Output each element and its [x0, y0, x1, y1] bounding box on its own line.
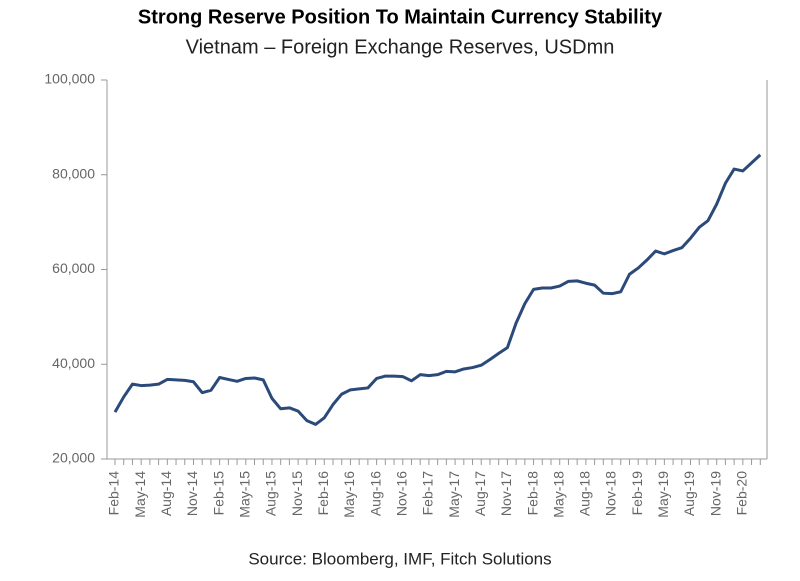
x-tick-label: Nov-16 [393, 471, 409, 516]
x-tick-label: Nov-14 [184, 471, 200, 516]
x-tick-label: May-16 [341, 471, 357, 518]
x-tick-label: May-19 [655, 471, 671, 518]
x-tick-label: May-15 [237, 471, 253, 518]
x-tick-label: Aug-17 [472, 471, 488, 516]
x-tick-label: Feb-17 [420, 471, 436, 516]
x-tick-label: Aug-18 [577, 471, 593, 516]
y-tick-label: 80,000 [52, 165, 95, 181]
x-tick-label: Nov-19 [707, 471, 723, 516]
y-tick-label: 40,000 [52, 355, 95, 371]
x-tick-label: Aug-14 [158, 471, 174, 516]
x-tick-label: Feb-16 [315, 471, 331, 516]
x-tick-label: Feb-18 [524, 471, 540, 516]
x-tick-label: Aug-16 [367, 471, 383, 516]
x-tick-label: Feb-20 [734, 471, 750, 516]
x-tick-label: Aug-19 [681, 471, 697, 516]
y-tick-label: 60,000 [52, 260, 95, 276]
chart-title: Strong Reserve Position To Maintain Curr… [138, 6, 663, 28]
y-tick-label: 20,000 [52, 450, 95, 466]
x-tick-label: May-18 [550, 471, 566, 518]
x-tick-label: Aug-15 [263, 471, 279, 516]
x-tick-label: Feb-19 [629, 471, 645, 516]
x-tick-label: May-14 [132, 471, 148, 518]
x-tick-label: Nov-15 [289, 471, 305, 516]
x-tick-label: Nov-17 [498, 471, 514, 516]
x-tick-label: Feb-15 [210, 471, 226, 516]
x-tick-label: Nov-18 [603, 471, 619, 516]
source: Source: Bloomberg, IMF, Fitch Solutions [248, 549, 551, 568]
chart-subtitle: Vietnam – Foreign Exchange Reserves, USD… [186, 36, 615, 58]
line [113, 153, 762, 426]
y-tick-label: 100,000 [44, 71, 95, 87]
x-tick-label: Feb-14 [106, 471, 122, 516]
x-tick-label: May-17 [446, 471, 462, 518]
